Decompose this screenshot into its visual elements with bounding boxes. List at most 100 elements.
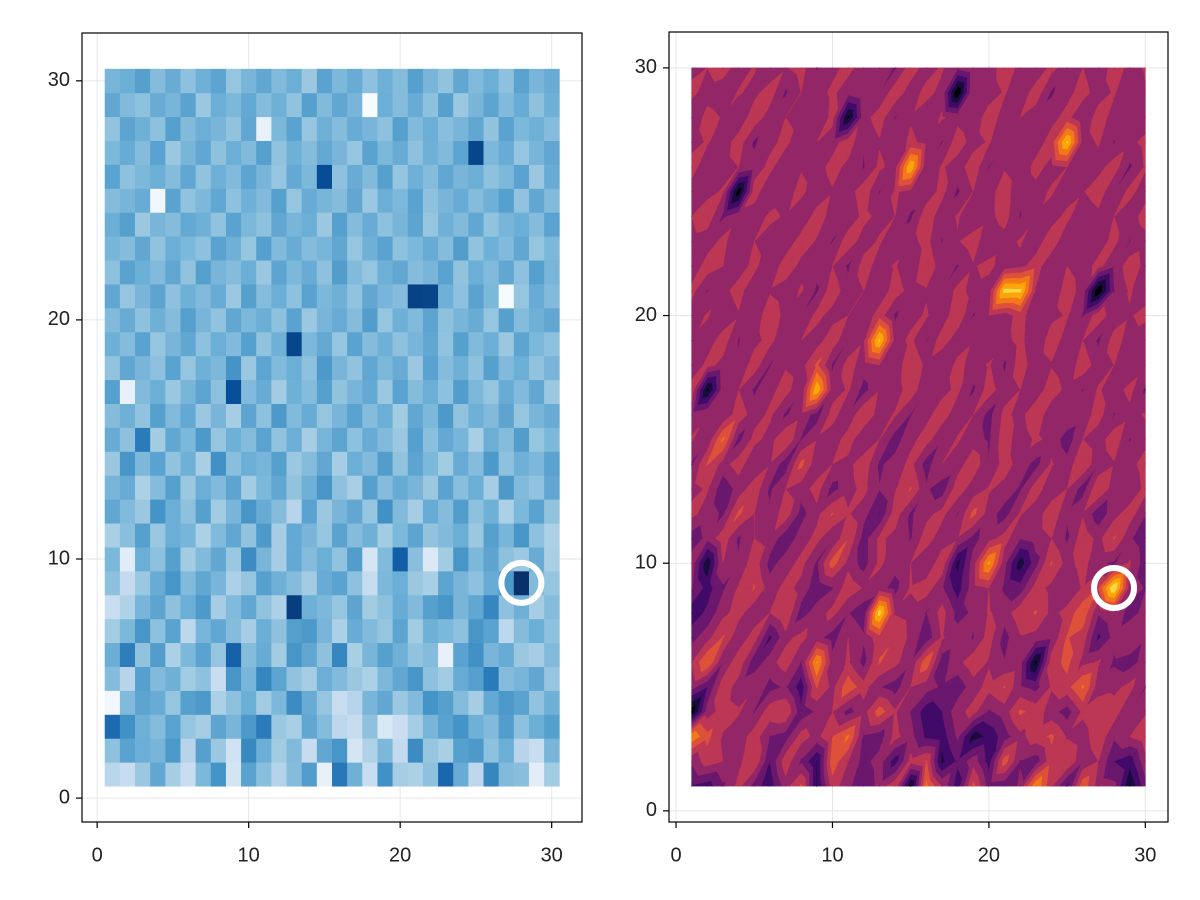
heatmap-cell — [271, 451, 287, 476]
heatmap-cell — [165, 68, 181, 94]
heatmap-cell — [135, 116, 151, 141]
heatmap-cell — [528, 379, 545, 404]
heatmap-cell — [453, 666, 469, 691]
heatmap-cell — [301, 618, 318, 644]
heatmap-cell — [392, 618, 409, 644]
heatmap-cell — [438, 547, 454, 572]
heatmap-cell — [316, 116, 333, 141]
heatmap-cell — [301, 68, 318, 94]
heatmap-cell — [316, 379, 333, 404]
heatmap-cell — [195, 284, 212, 309]
heatmap-cell — [468, 236, 484, 261]
heatmap-cell — [544, 284, 560, 309]
heatmap-cell — [104, 379, 121, 404]
heatmap-cell — [210, 164, 227, 189]
heatmap-cell — [498, 666, 515, 691]
heatmap-cell — [119, 284, 136, 309]
heatmap-cell — [453, 738, 469, 763]
heatmap-cell — [483, 260, 500, 285]
heatmap-cell — [150, 68, 166, 94]
heatmap-cell — [468, 738, 484, 763]
heatmap-cell — [104, 690, 121, 715]
heatmap-cell — [332, 236, 348, 261]
heatmap-cell — [528, 331, 545, 357]
heatmap-cell — [195, 618, 212, 644]
heatmap-cell — [468, 714, 484, 739]
heatmap-cell — [513, 236, 530, 261]
heatmap-cell — [225, 547, 242, 572]
heatmap-cell — [453, 427, 469, 452]
heatmap-cell — [119, 331, 136, 357]
heatmap-cell — [392, 427, 409, 452]
heatmap-cell — [286, 212, 303, 237]
heatmap-cell — [210, 523, 227, 548]
heatmap-cell — [513, 690, 530, 715]
heatmap-cell — [422, 618, 439, 644]
heatmap-cell — [104, 140, 121, 165]
y-tick-label: 10 — [48, 547, 70, 569]
heatmap-cell — [301, 762, 318, 787]
heatmap-cell — [165, 427, 181, 452]
heatmap-cell — [513, 68, 530, 94]
heatmap-cell — [377, 236, 394, 261]
contour-band — [691, 730, 696, 738]
heatmap-cell — [483, 666, 500, 691]
heatmap-cell — [271, 570, 287, 596]
heatmap-cell — [483, 738, 500, 763]
heatmap-cell — [135, 523, 151, 548]
heatmap-cell — [195, 236, 212, 261]
heatmap-cell — [483, 642, 500, 667]
heatmap-cell — [453, 547, 469, 572]
heatmap-cell — [301, 523, 318, 548]
heatmap-cell — [362, 355, 378, 381]
heatmap-cell — [438, 355, 454, 381]
heatmap-cell — [483, 451, 500, 476]
heatmap-cell — [316, 475, 333, 500]
heatmap-cell — [210, 260, 227, 285]
heatmap-cell — [180, 116, 197, 141]
heatmap-cell — [271, 738, 287, 763]
heatmap-cell — [165, 355, 181, 381]
heatmap-cell — [513, 140, 530, 165]
heatmap-cell — [347, 714, 363, 739]
heatmap-cell — [271, 666, 287, 691]
heatmap-cell — [271, 331, 287, 357]
heatmap-cell — [438, 714, 454, 739]
heatmap-cell — [453, 618, 469, 644]
heatmap-cell — [468, 618, 484, 644]
heatmap-cell — [256, 164, 272, 189]
heatmap-cell — [271, 116, 287, 141]
heatmap-cell — [422, 164, 439, 189]
heatmap-cell — [483, 762, 500, 787]
heatmap-cell — [256, 594, 272, 620]
heatmap-cell — [316, 714, 333, 739]
heatmap-cell — [407, 738, 424, 763]
heatmap-cell — [165, 92, 181, 118]
heatmap-cell — [392, 260, 409, 285]
heatmap-cell — [301, 92, 318, 118]
heatmap-cell — [241, 475, 257, 500]
heatmap-cell — [180, 284, 197, 309]
heatmap-cell — [180, 690, 197, 715]
heatmap-cell — [453, 475, 469, 500]
heatmap-cell — [256, 331, 272, 357]
heatmap-cell — [256, 714, 272, 739]
heatmap-cell — [347, 642, 363, 667]
heatmap-cell — [135, 236, 151, 261]
heatmap-cell — [498, 642, 515, 667]
heatmap-cell — [498, 140, 515, 165]
heatmap-cell — [301, 164, 318, 189]
heatmap-cell — [438, 690, 454, 715]
heatmap-cell — [438, 523, 454, 548]
heatmap-cell — [513, 738, 530, 763]
heatmap-cell — [180, 236, 197, 261]
heatmap-cell — [453, 260, 469, 285]
heatmap-cell — [301, 188, 318, 213]
heatmap-cell — [362, 594, 378, 620]
heatmap-cell — [150, 666, 166, 691]
heatmap-cell — [347, 523, 363, 548]
heatmap-cell — [422, 523, 439, 548]
heatmap-cell — [544, 307, 560, 333]
